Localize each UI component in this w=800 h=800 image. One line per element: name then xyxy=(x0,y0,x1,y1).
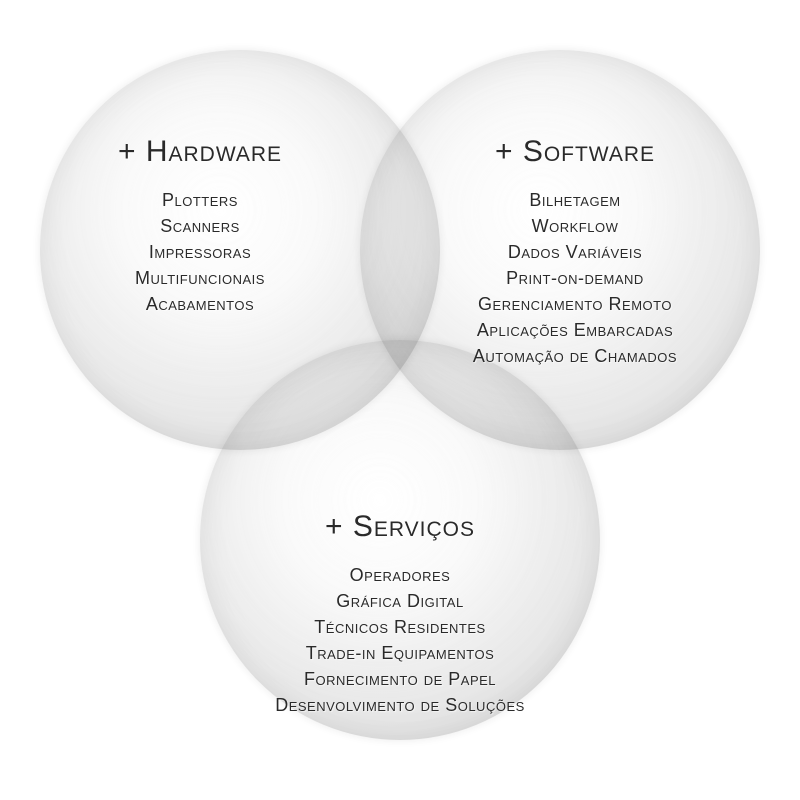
list-item: Gráfica Digital xyxy=(275,588,525,614)
servicos-title-text: Serviços xyxy=(353,510,475,543)
list-item: Acabamentos xyxy=(118,291,282,317)
hardware-title-text: Hardware xyxy=(146,135,282,168)
list-item: Operadores xyxy=(275,562,525,588)
list-item: Aplicações Embarcadas xyxy=(473,317,677,343)
list-item: Técnicos Residentes xyxy=(275,614,525,640)
list-item: Trade-in Equipamentos xyxy=(275,640,525,666)
list-item: Dados Variáveis xyxy=(473,239,677,265)
software-items: Bilhetagem Workflow Dados Variáveis Prin… xyxy=(473,187,677,369)
software-block: + Software Bilhetagem Workflow Dados Var… xyxy=(473,135,677,369)
hardware-block: + Hardware Plotters Scanners Impressoras… xyxy=(118,135,282,317)
list-item: Desenvolvimento de Soluções xyxy=(275,692,525,718)
software-title: + Software xyxy=(473,135,677,169)
plus-icon: + xyxy=(495,135,514,168)
list-item: Plotters xyxy=(118,187,282,213)
servicos-block: + Serviços Operadores Gráfica Digital Té… xyxy=(275,510,525,718)
list-item: Print-on-demand xyxy=(473,265,677,291)
venn-diagram: + Hardware Plotters Scanners Impressoras… xyxy=(0,0,800,800)
list-item: Scanners xyxy=(118,213,282,239)
list-item: Workflow xyxy=(473,213,677,239)
list-item: Impressoras xyxy=(118,239,282,265)
list-item: Fornecimento de Papel xyxy=(275,666,525,692)
hardware-items: Plotters Scanners Impressoras Multifunci… xyxy=(118,187,282,317)
software-title-text: Software xyxy=(523,135,655,168)
plus-icon: + xyxy=(118,135,137,168)
plus-icon: + xyxy=(325,510,344,543)
list-item: Automação de Chamados xyxy=(473,343,677,369)
servicos-items: Operadores Gráfica Digital Técnicos Resi… xyxy=(275,562,525,718)
list-item: Bilhetagem xyxy=(473,187,677,213)
servicos-title: + Serviços xyxy=(275,510,525,544)
list-item: Gerenciamento Remoto xyxy=(473,291,677,317)
list-item: Multifuncionais xyxy=(118,265,282,291)
hardware-title: + Hardware xyxy=(118,135,282,169)
